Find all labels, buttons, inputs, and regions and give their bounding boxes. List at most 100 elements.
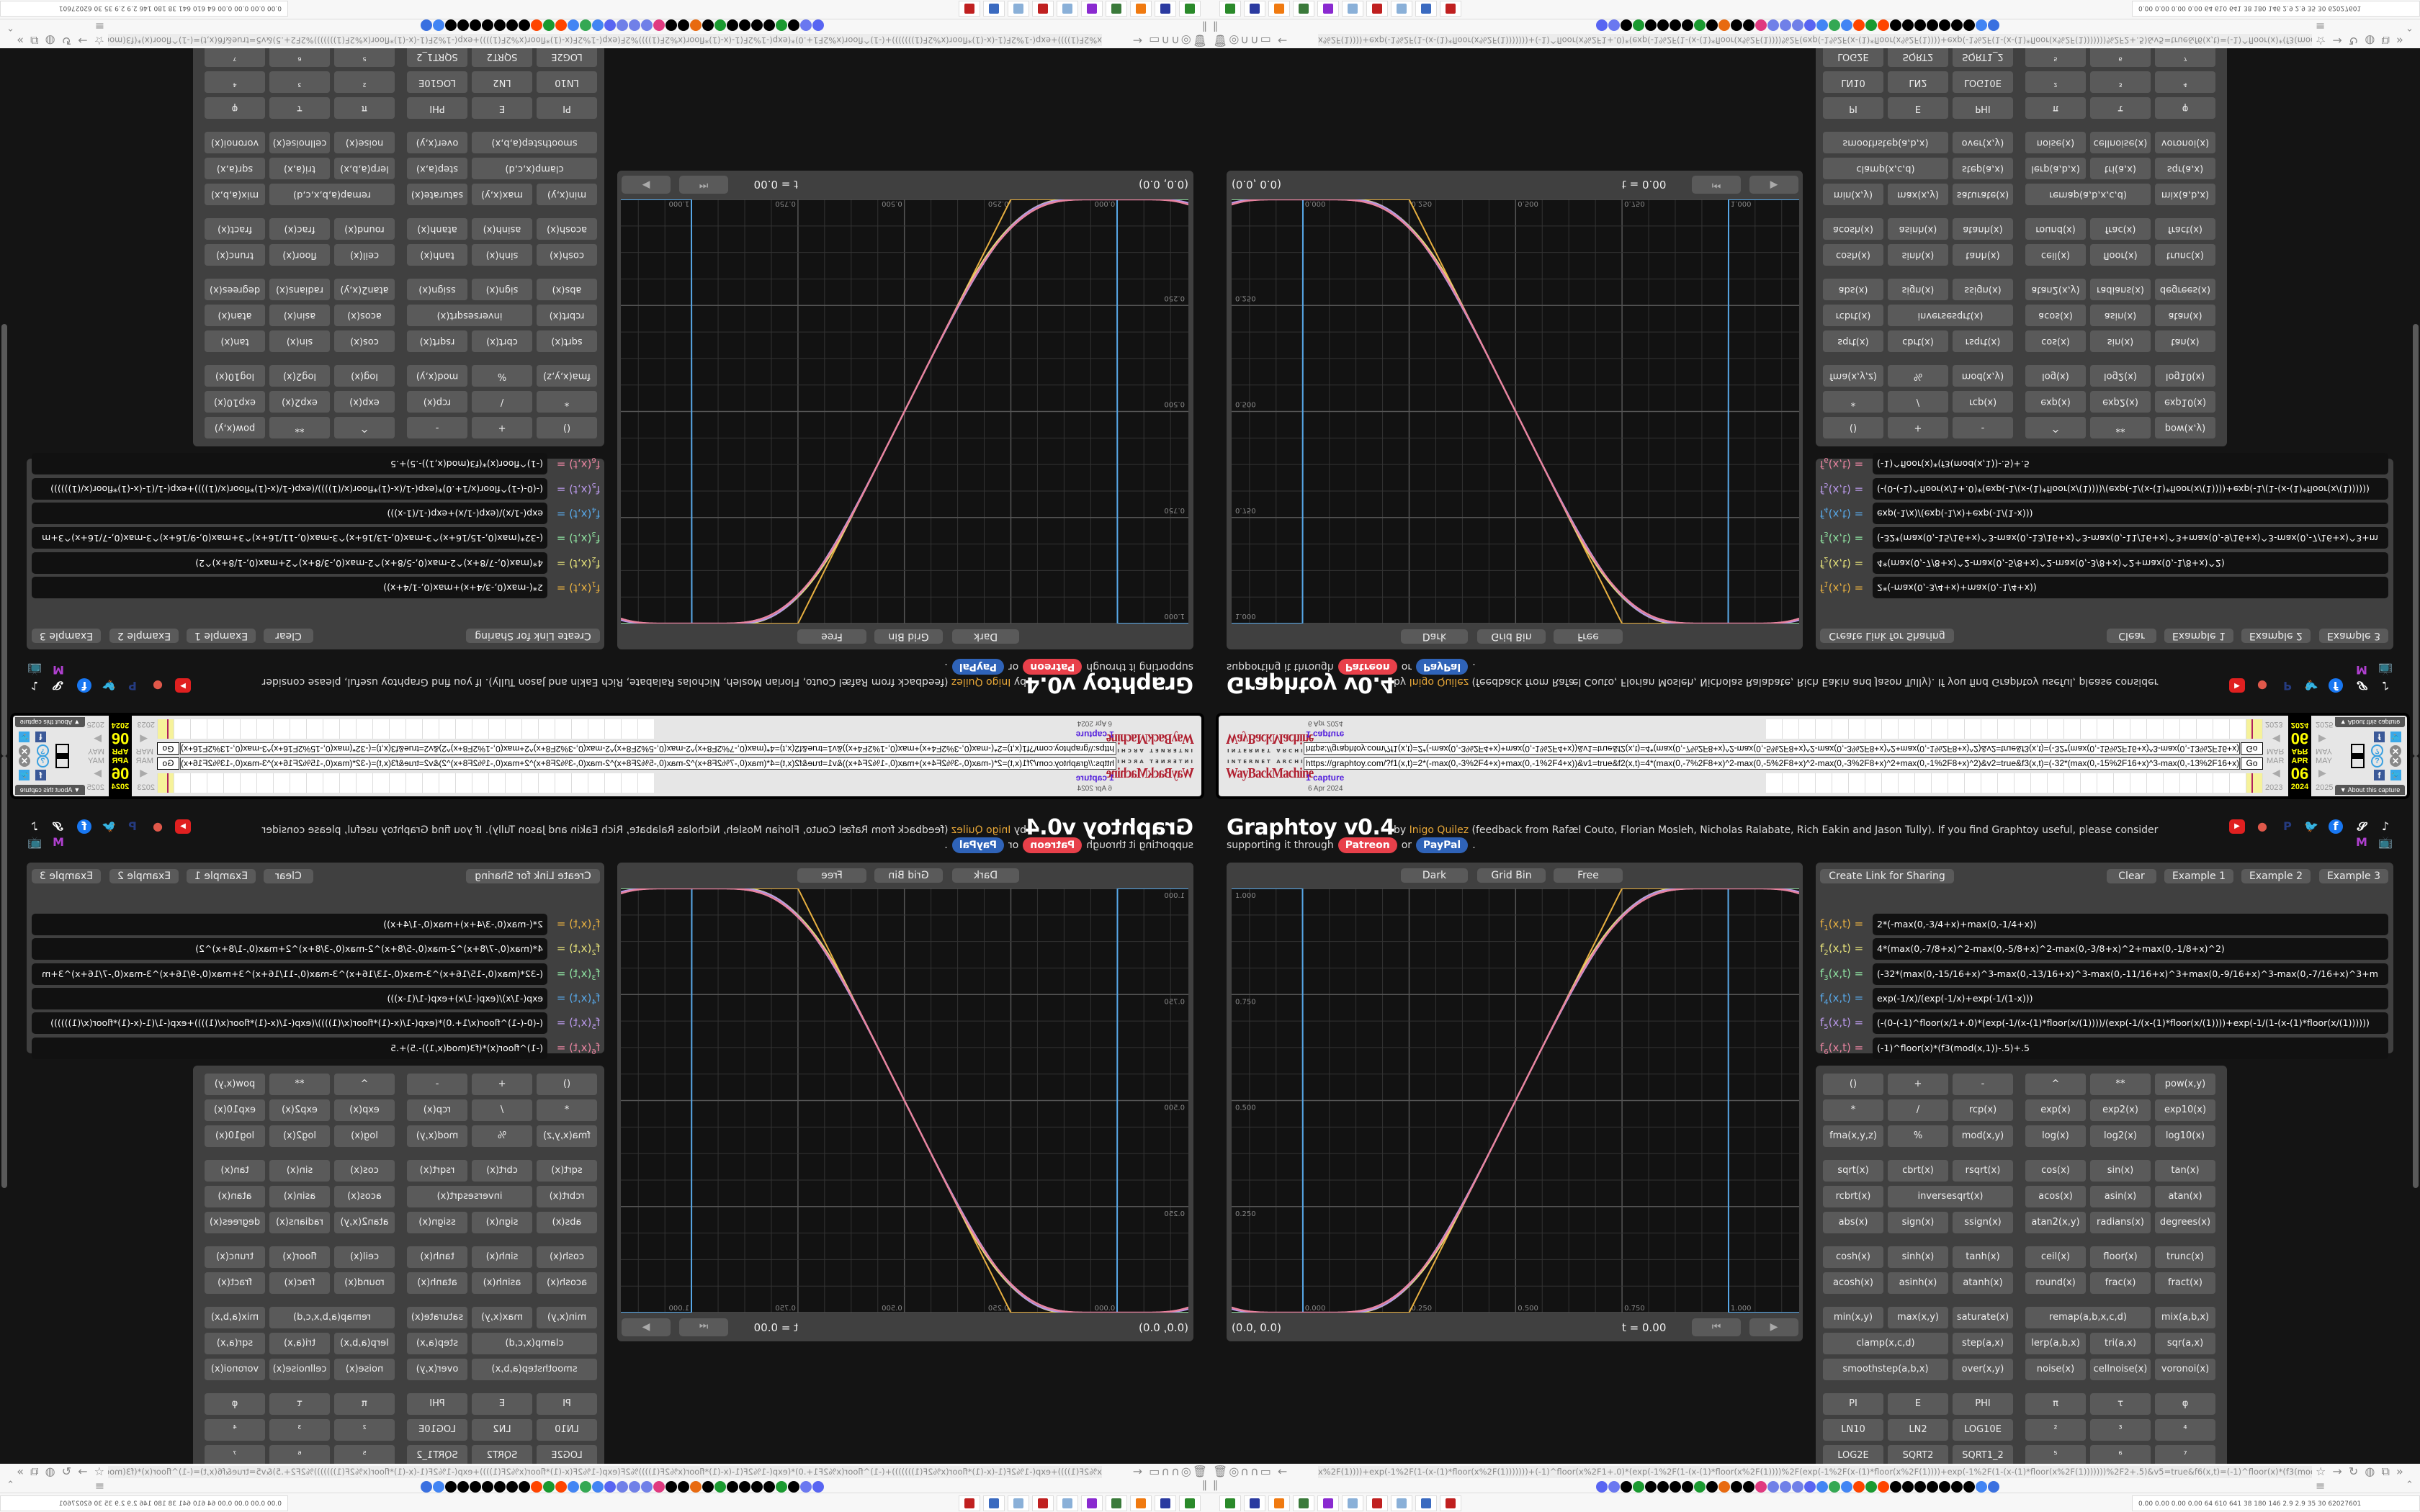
play-button[interactable]: ▶ [1749, 1318, 1798, 1336]
chevron-up-icon[interactable]: ⌃ [2406, 1480, 2414, 1490]
timeline-month-cell[interactable] [174, 773, 190, 793]
keypad-button[interactable]: ** [2090, 1074, 2151, 1095]
help-icon[interactable]: ? [37, 744, 49, 756]
bookmark-icon[interactable] [1963, 19, 1975, 31]
example-3-button[interactable]: Example 3 [2319, 869, 2388, 883]
keypad-button[interactable]: exp10(x) [205, 391, 265, 413]
keypad-button[interactable]: - [1953, 417, 2013, 438]
wayback-go-button[interactable]: Go [2241, 742, 2263, 755]
keypad-button[interactable]: asin(x) [2090, 1186, 2151, 1207]
prev-month[interactable]: MAR [2267, 747, 2285, 755]
keypad-button[interactable]: LOG10E [407, 71, 467, 93]
bilibili-icon[interactable]: 📺 [2378, 835, 2393, 849]
keypad-button[interactable]: remap(a,b,x,c,d) [269, 1307, 395, 1328]
timeline-month-cell[interactable] [1899, 719, 1915, 739]
facebook-share-icon[interactable]: f [35, 770, 46, 780]
taskbar-app-icon[interactable] [1008, 1495, 1029, 1511]
keypad-button[interactable]: voronoi(x) [205, 132, 265, 153]
timeline-month-cell[interactable] [2048, 773, 2064, 793]
bookmark-icon[interactable] [714, 19, 726, 31]
current-capture-day[interactable]: APR 06 2024 [2288, 756, 2311, 796]
keypad-button[interactable]: cbrt(x) [472, 1160, 532, 1182]
keypad-button[interactable]: ⁵ [334, 45, 395, 67]
facebook-share-icon[interactable]: f [2374, 732, 2385, 742]
timeline-month-cell[interactable] [190, 719, 207, 739]
keypad-button[interactable]: saturate(x) [407, 1307, 467, 1328]
bookmark-icon[interactable] [1878, 1481, 1889, 1493]
keypad-button[interactable]: () [1823, 417, 1883, 438]
keypad-button[interactable]: step(a,x) [407, 158, 467, 179]
keypad-button[interactable]: PHI [407, 1393, 467, 1415]
keypad-button[interactable]: LOG2E [1823, 45, 1883, 67]
keypad-button[interactable]: degrees(x) [205, 1212, 265, 1233]
bookmark-icon[interactable] [1743, 19, 1754, 31]
keypad-button[interactable]: tanh(x) [1953, 1246, 2013, 1268]
function-input[interactable]: 4*(max(0,-7/8+x)^2-max(0,-5/8+x)^2-max(0… [32, 552, 547, 574]
keypad-button[interactable]: mix(a,b,x) [205, 1307, 265, 1328]
address-bar[interactable]: x%2F(1))))+exp(-1%2F(1-(x-(1)*floor(x%2F… [1318, 1466, 2312, 1478]
paypal-button[interactable]: PayPal [1416, 837, 1469, 853]
timeline-month-cell[interactable] [637, 719, 654, 739]
keypad-button[interactable]: asinh(x) [1888, 1272, 1948, 1294]
bookmark-icon[interactable] [1608, 19, 1620, 31]
bookmark-icon[interactable] [714, 1481, 726, 1493]
keypad-button[interactable]: degrees(x) [2155, 279, 2215, 300]
prev-month[interactable]: MAR [135, 747, 153, 755]
keypad-button[interactable]: cbrt(x) [472, 330, 532, 352]
keypad-button[interactable]: LN10 [537, 71, 597, 93]
author-link[interactable]: Inigo Quilez [1409, 824, 1469, 836]
address-bar[interactable]: x%2F(1))))+exp(-1%2F(1-(x-(1)*floor(x%2F… [108, 1466, 1102, 1478]
keypad-button[interactable]: ⁵ [2025, 1445, 2086, 1467]
keypad-button[interactable]: mix(a,b,x) [2155, 184, 2215, 205]
author-link[interactable]: Inigo Quilez [951, 824, 1011, 836]
keypad-button[interactable]: noise(x) [334, 1359, 395, 1380]
keypad-button[interactable]: PHI [407, 97, 467, 119]
function-input[interactable]: 2*(-max(0,-3/4+x)+max(0,-1/4+x)) [1873, 577, 2388, 598]
keypad-button[interactable]: abs(x) [537, 1212, 597, 1233]
keypad-button[interactable]: tan(x) [205, 330, 265, 352]
keypad-button[interactable]: ⁷ [205, 45, 265, 67]
timeline-month-cell[interactable] [571, 719, 588, 739]
bookmark-icon[interactable] [727, 1481, 738, 1493]
keypad-button[interactable]: SQRT1_2 [407, 45, 467, 67]
bookmark-icon[interactable] [812, 19, 824, 31]
bookmark-icon[interactable] [1804, 1481, 1816, 1493]
keypad-button[interactable]: acos(x) [334, 305, 395, 326]
bookmark-icon[interactable] [1829, 1481, 1840, 1493]
chevron-up-icon[interactable]: ⌃ [6, 22, 14, 32]
bookmark-icon[interactable] [666, 19, 677, 31]
example-1-button[interactable]: Example 1 [2164, 869, 2233, 883]
keypad-button[interactable]: SQRT2 [1888, 1445, 1948, 1467]
keypad-button[interactable]: asinh(x) [472, 1272, 532, 1294]
example-2-button[interactable]: Example 2 [109, 629, 179, 643]
keypad-button[interactable]: LN10 [1823, 1419, 1883, 1441]
free-button[interactable]: Free [797, 629, 866, 644]
keypad-button[interactable]: atanh(x) [1953, 218, 2013, 240]
bookmark-icon[interactable] [1731, 1481, 1742, 1493]
keypad-button[interactable]: asin(x) [269, 305, 330, 326]
keypad-button[interactable]: ceil(x) [2025, 1246, 2086, 1268]
rewind-button[interactable]: ⏮ [679, 176, 728, 194]
bookmark-icon[interactable] [776, 1481, 787, 1493]
keypad-button[interactable]: ² [334, 1419, 395, 1441]
timeline-month-cell[interactable] [455, 773, 472, 793]
keypad-button[interactable]: clamp(x,c,d) [472, 158, 597, 179]
keypad-button[interactable]: frac(x) [2090, 218, 2151, 240]
taskbar-app-icon[interactable] [1293, 1495, 1314, 1511]
bookmark-icon[interactable] [494, 1481, 506, 1493]
bookmark-icon[interactable] [812, 1481, 824, 1493]
keypad-button[interactable]: over(x,y) [407, 132, 467, 153]
bookmark-icon[interactable] [1621, 1481, 1632, 1493]
keypad-button[interactable]: exp2(x) [269, 1099, 330, 1121]
keypad-button[interactable]: sign(x) [472, 279, 532, 300]
timeline-month-cell[interactable] [1998, 773, 2015, 793]
grid-bin-button[interactable]: Grid Bin [874, 868, 943, 883]
about-capture-button[interactable]: ▼ About this capture [15, 717, 85, 727]
bookmark-icon[interactable] [1670, 19, 1681, 31]
bookmark-icon[interactable] [1853, 1481, 1865, 1493]
patreon-button[interactable]: Patreon [1023, 837, 1083, 853]
prev-arrow-icon[interactable]: ◀ [140, 733, 148, 744]
bookmark-icon[interactable] [800, 1481, 812, 1493]
keypad-button[interactable]: atanh(x) [1953, 1272, 2013, 1294]
keypad-button[interactable]: ⁴ [2155, 71, 2215, 93]
